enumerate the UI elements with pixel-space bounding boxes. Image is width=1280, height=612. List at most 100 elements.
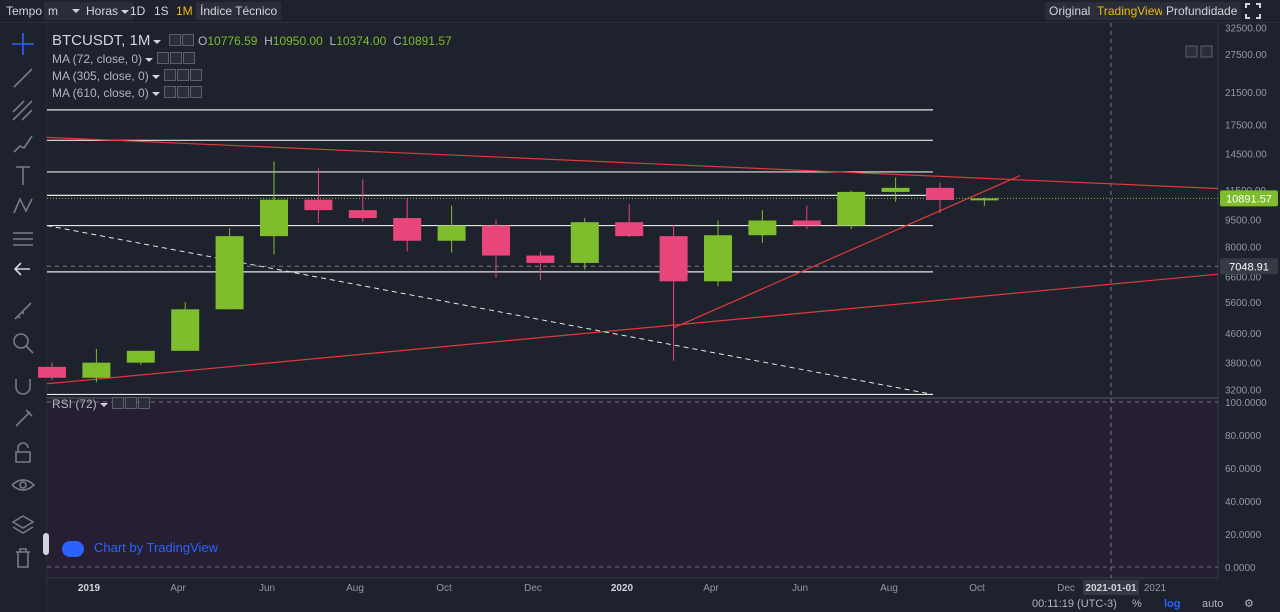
- y-tick-label: 27500.00: [1225, 50, 1267, 61]
- rsi-pane-bg: [47, 399, 1218, 577]
- x-tick-label: Oct: [436, 583, 452, 594]
- x-tick-label: 2020: [611, 583, 634, 594]
- rsi-buttons[interactable]: [111, 397, 151, 412]
- candle-body: [348, 210, 377, 219]
- ma72-legend[interactable]: MA (72, close, 0): [52, 52, 196, 67]
- brush-icon[interactable]: [10, 130, 36, 156]
- support-trendline: [46, 273, 1219, 385]
- ma72-buttons[interactable]: [157, 52, 196, 67]
- back-arrow-icon[interactable]: [10, 256, 36, 282]
- candle-body: [215, 236, 244, 310]
- fullscreen-icon[interactable]: [1241, 2, 1273, 20]
- tradingview-watermark[interactable]: Chart by TradingView: [62, 538, 218, 558]
- symbol-name[interactable]: BTCUSDT, 1M: [52, 32, 151, 49]
- chevron-down-icon: [121, 9, 130, 14]
- eye-icon[interactable]: [10, 472, 36, 498]
- trend-line-icon[interactable]: [10, 65, 36, 91]
- indicators-button[interactable]: Índice Técnico: [196, 2, 282, 20]
- ma610-label: MA (610, close, 0): [52, 86, 149, 100]
- close-value: 10891.57: [401, 34, 452, 48]
- view-tradingview-tab[interactable]: TradingView: [1093, 2, 1168, 20]
- candle-body: [970, 198, 999, 201]
- crosshair-icon[interactable]: [10, 31, 36, 57]
- ma305-label: MA (305, close, 0): [52, 69, 149, 83]
- y-tick-label: 21500.00: [1225, 88, 1267, 99]
- trash-icon[interactable]: [10, 545, 36, 571]
- percent-toggle[interactable]: %: [1132, 598, 1142, 610]
- y-tick-label: 3800.00: [1225, 359, 1262, 370]
- settings-gear-icon[interactable]: ⚙: [1244, 598, 1254, 610]
- pane-move-up-button: [1185, 45, 1198, 58]
- lock-draw-icon[interactable]: [10, 406, 36, 432]
- fib-icon[interactable]: [10, 98, 36, 124]
- ma72-label: MA (72, close, 0): [52, 52, 143, 66]
- watermark-text: Chart by TradingView: [94, 540, 219, 555]
- candle-body: [260, 199, 288, 237]
- rsi-tick-label: 80.0000: [1225, 431, 1262, 442]
- crosshair-price-label-bg: [1220, 258, 1278, 275]
- lock-icon[interactable]: [10, 440, 36, 466]
- rsi-tick-label: 60.0000: [1225, 464, 1262, 475]
- chevron-down-icon[interactable]: [151, 91, 160, 96]
- x-tick-label: Aug: [880, 583, 898, 594]
- candle-body: [82, 362, 111, 378]
- interval-1d-button[interactable]: 1D: [130, 4, 146, 18]
- ma305-buttons[interactable]: [163, 69, 203, 84]
- view-original-tab[interactable]: Original: [1045, 2, 1095, 20]
- chevron-down-icon[interactable]: [99, 402, 108, 407]
- chevron-down-icon[interactable]: [151, 74, 160, 79]
- candle-body: [792, 220, 821, 226]
- resistance-trendline: [46, 136, 1219, 190]
- y-tick-label: 3200.00: [1225, 386, 1262, 397]
- log-toggle[interactable]: log: [1164, 598, 1181, 610]
- x-tick-label: 2021: [1144, 583, 1167, 594]
- view-depth-tab[interactable]: Profundidade: [1162, 2, 1242, 20]
- y-tick-label: 4600.00: [1225, 329, 1262, 340]
- ma610-legend[interactable]: MA (610, close, 0): [52, 86, 203, 101]
- candle-body: [482, 225, 510, 256]
- auto-toggle[interactable]: auto: [1202, 598, 1224, 610]
- candle-body: [659, 236, 688, 282]
- time-crosshair-label-bg: [1083, 580, 1139, 595]
- ruler-icon[interactable]: [10, 298, 36, 324]
- chevron-down-icon[interactable]: [153, 39, 162, 44]
- measure-icon[interactable]: [10, 225, 36, 251]
- hours-select[interactable]: Horas: [82, 2, 134, 20]
- clock-readout[interactable]: 00:11:19 (UTC-3): [1032, 598, 1117, 610]
- interval-1s-button[interactable]: 1S: [154, 4, 169, 18]
- x-tick-label: Jun: [792, 583, 808, 594]
- rsi-legend[interactable]: RSI (72): [52, 397, 151, 412]
- legend-settings-buttons[interactable]: [168, 34, 195, 49]
- ma305-legend[interactable]: MA (305, close, 0): [52, 69, 203, 84]
- magnet-icon[interactable]: [10, 373, 36, 399]
- candle-body: [881, 187, 910, 192]
- zoom-icon[interactable]: [10, 330, 36, 356]
- candle-body: [570, 222, 599, 263]
- top-toolbar: Tempo m Horas 1D 1S 1M Índice Técnico Or…: [0, 0, 1280, 23]
- x-tick-label: Apr: [703, 583, 719, 594]
- text-icon[interactable]: [10, 163, 36, 189]
- y-tick-label: 11500.00: [1225, 186, 1266, 197]
- x-tick-label: Oct: [969, 583, 985, 594]
- symbol-legend: BTCUSDT, 1M O10776.59 H10950.00 L10374.0…: [52, 32, 452, 49]
- ma610-buttons[interactable]: [163, 86, 203, 101]
- candle-body: [126, 350, 155, 363]
- y-tick-label: 5600.00: [1225, 298, 1262, 309]
- interval-select-value: m: [48, 4, 58, 18]
- rsi-tick-label: 40.0000: [1225, 497, 1262, 508]
- chevron-down-icon[interactable]: [145, 57, 154, 62]
- open-value: 10776.59: [207, 34, 258, 48]
- layers-icon[interactable]: [10, 513, 36, 539]
- interval-1m-button[interactable]: 1M: [176, 4, 193, 18]
- tempo-label: Tempo: [6, 4, 43, 18]
- x-tick-label: 2021-01-01: [1085, 583, 1137, 594]
- high-value: 10950.00: [272, 34, 323, 48]
- interval-select[interactable]: m: [44, 2, 84, 20]
- rsi-tick-label: 0.0000: [1225, 563, 1256, 574]
- pane-maximize-button: [1200, 45, 1213, 58]
- close-label: C: [392, 34, 402, 48]
- dashed-trendline: [46, 225, 934, 395]
- hours-select-value: Horas: [86, 4, 119, 18]
- pattern-icon[interactable]: [10, 193, 36, 219]
- y-tick-label: 9500.00: [1225, 216, 1262, 227]
